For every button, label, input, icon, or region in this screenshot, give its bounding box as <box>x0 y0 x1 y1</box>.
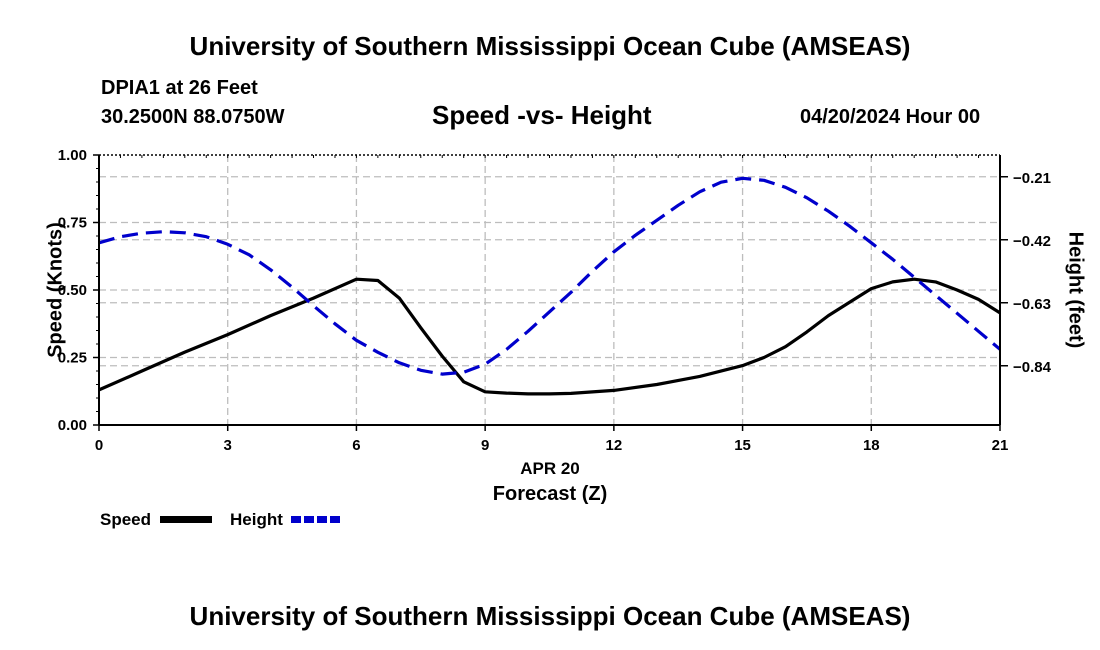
date-label: APR 20 <box>520 459 580 478</box>
x-tick-label: 9 <box>481 437 489 454</box>
x-axis-label: Forecast (Z) <box>493 483 607 505</box>
x-tick-label: 0 <box>95 437 103 454</box>
y-tick-label-left: 0.25 <box>58 350 87 367</box>
right-axis-label: Height (feet) <box>1065 232 1087 349</box>
x-tick-label: 18 <box>863 437 880 454</box>
main-title-top: University of Southern Mississippi Ocean… <box>189 31 911 61</box>
legend-height-swatch <box>291 516 343 523</box>
station-label: DPIA1 at 26 Feet <box>101 77 258 99</box>
x-tick-label: 21 <box>992 437 1009 454</box>
coordinates-label: 30.2500N 88.0750W <box>101 106 285 128</box>
y-tick-label-left: 0.00 <box>58 417 87 434</box>
x-tick-label: 12 <box>606 437 623 454</box>
y-tick-label-right: −0.63 <box>1013 296 1051 313</box>
x-tick-label: 3 <box>224 437 232 454</box>
y-tick-label-right: −0.42 <box>1013 233 1051 250</box>
y-tick-label-left: 1.00 <box>58 147 87 164</box>
y-tick-label-left: 0.75 <box>58 215 87 232</box>
x-tick-label: 15 <box>734 437 751 454</box>
x-tick-label: 6 <box>352 437 360 454</box>
legend-speed-swatch <box>160 516 212 523</box>
main-title-bottom: University of Southern Mississippi Ocean… <box>189 601 911 631</box>
left-axis-label: Speed (Knots) <box>44 222 66 358</box>
series-line-height <box>98 176 1002 376</box>
y-tick-label-right: −0.21 <box>1013 170 1051 187</box>
datetime-label: 04/20/2024 Hour 00 <box>800 106 981 128</box>
series-line-speed <box>98 277 1001 396</box>
chart-title: Speed -vs- Height <box>432 100 652 130</box>
y-tick-label-right: −0.84 <box>1013 359 1052 376</box>
legend-speed-label: Speed <box>100 510 152 529</box>
legend-height-label: Height <box>230 510 283 529</box>
y-tick-label-left: 0.50 <box>58 282 87 299</box>
